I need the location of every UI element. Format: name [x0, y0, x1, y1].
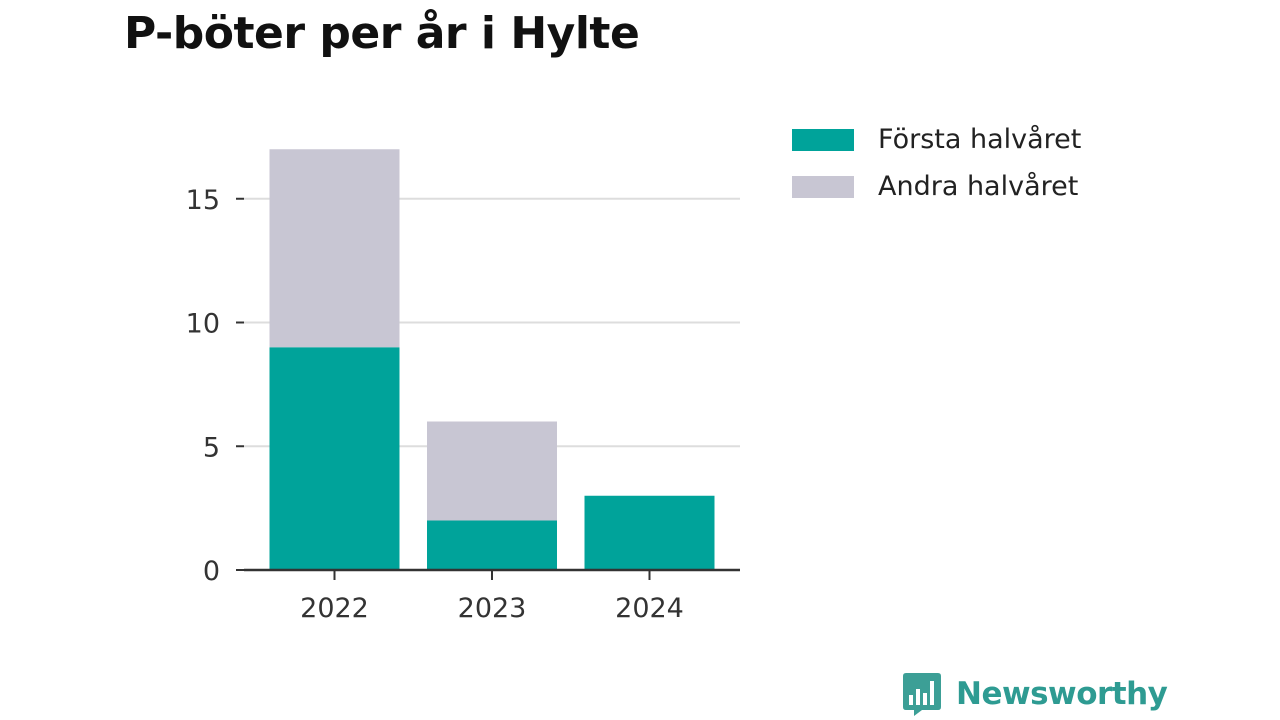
- y-tick-label: 0: [203, 556, 220, 587]
- legend-label-first-half: Första halvåret: [878, 124, 1082, 155]
- bar-2022-second-half: [269, 149, 400, 348]
- x-tick-label: 2024: [615, 593, 684, 624]
- bar-2023-first-half: [427, 520, 557, 570]
- legend-item-second-half: Andra halvåret: [792, 163, 1081, 210]
- x-tick-label: 2023: [458, 593, 527, 624]
- legend-item-first-half: Första halvåret: [792, 116, 1081, 163]
- y-tick-label: 10: [186, 309, 220, 340]
- legend-swatch-second-half: [792, 175, 854, 198]
- bar-2024-first-half: [584, 495, 715, 570]
- brand-name: Newsworthy: [956, 676, 1168, 712]
- chart-title: P-böter per år i Hylte: [124, 8, 640, 59]
- bar-2023-second-half: [427, 421, 557, 521]
- legend-swatch-first-half: [792, 128, 854, 151]
- y-tick-label: 15: [186, 185, 220, 216]
- bars: [269, 149, 715, 570]
- brand-logo: Newsworthy: [902, 671, 1168, 717]
- y-tick-label: 5: [203, 432, 220, 463]
- bar-chart-speech-bubble-icon: [903, 673, 941, 716]
- axes: 0 5 10 15 2022 2023 2024: [186, 185, 740, 624]
- bar-2022-first-half: [269, 347, 400, 570]
- x-tick-label: 2022: [300, 593, 369, 624]
- legend-label-second-half: Andra halvåret: [878, 171, 1079, 202]
- legend: Första halvåret Andra halvåret: [792, 116, 1081, 210]
